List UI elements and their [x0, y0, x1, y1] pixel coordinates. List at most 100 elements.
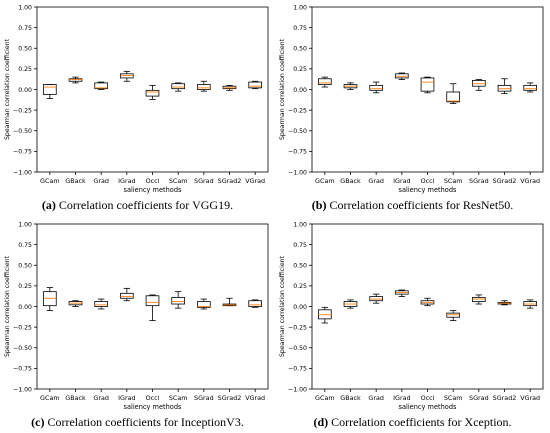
x-tick-label: VGrad: [245, 177, 265, 185]
box-VGrad: [248, 80, 262, 90]
box-body: [318, 78, 332, 85]
box-body: [248, 81, 262, 89]
box-GBack: [343, 299, 358, 309]
box-SGrad2: [497, 300, 512, 306]
box-GCam: [318, 306, 332, 324]
box-GBack: [68, 300, 83, 307]
chart-svg: 1.00 0.75 0.50 0.25 0.00 −0.25 −0.50 −0.75 −1.00…: [279, 4, 544, 194]
y-tick-label: −0.50: [13, 345, 32, 352]
y-tick-label: 0.50: [18, 46, 32, 53]
box-body: [145, 295, 160, 307]
box-SCam: [446, 83, 460, 104]
box-GCam: [43, 84, 57, 99]
y-tick-label: 0.75: [293, 25, 307, 32]
chart-svg: 1.00 0.75 0.50 0.25 0.00 −0.25 −0.50 −0.75 −1.00…: [4, 4, 269, 194]
box-body: [94, 301, 108, 307]
x-tick-label: GCam: [315, 394, 335, 402]
y-axis-label: Spearman correlation coefficient: [279, 255, 286, 357]
y-tick-label: 1.00: [293, 4, 307, 11]
x-tick-label: GCam: [40, 394, 60, 402]
caption-tag: (c): [31, 415, 45, 429]
box-body: [369, 84, 383, 91]
chart-svg: 1.00 0.75 0.50 0.25 0.00 −0.25 −0.50 −0.75 −1.00…: [4, 221, 269, 411]
x-tick-label: Occl: [421, 394, 435, 402]
chart-panel-inceptionv3: 1.00 0.75 0.50 0.25 0.00 −0.25 −0.50 −0.75 −1.00…: [0, 217, 275, 433]
x-tick-label: SGrad2: [218, 394, 242, 402]
y-tick-label: −0.75: [288, 149, 307, 156]
y-tick-label: 0.00: [293, 304, 307, 311]
box-body: [523, 84, 537, 91]
x-tick-label: GBack: [65, 177, 86, 185]
box-SCam: [171, 291, 185, 309]
box-Grad: [369, 81, 383, 94]
box-GCam: [43, 287, 57, 312]
chart-caption: (a) Correlation coefficients for VGG19.: [0, 198, 275, 213]
x-tick-label: GBack: [65, 394, 86, 402]
box-Occl: [420, 76, 435, 94]
y-tick-label: 0.50: [293, 46, 307, 53]
chart-caption: (c) Correlation coefficients for Incepti…: [0, 415, 275, 430]
y-tick-label: −0.25: [13, 324, 32, 331]
x-tick-label: SCam: [444, 177, 463, 185]
y-tick-label: −1.00: [288, 386, 307, 393]
y-tick-label: 0.25: [18, 66, 32, 73]
y-tick-label: 0.50: [18, 263, 32, 270]
chart-panel-resnet50: 1.00 0.75 0.50 0.25 0.00 −0.25 −0.50 −0.75 −1.00…: [275, 0, 550, 216]
y-tick-label: 0.75: [18, 242, 32, 249]
x-tick-label: IGrad: [393, 394, 410, 402]
axes-frame: [311, 6, 544, 173]
chart-caption: (b) Correlation coefficients for ResNet5…: [275, 198, 550, 213]
box-body: [145, 89, 160, 97]
y-tick-label: 0.75: [18, 25, 32, 32]
x-axis-label: saliency methods: [124, 186, 182, 194]
box-Occl: [420, 297, 435, 307]
x-tick-label: SGrad2: [493, 177, 517, 185]
box-SCam: [446, 310, 460, 321]
box-Grad: [94, 81, 108, 90]
x-tick-label: GBack: [340, 394, 361, 402]
box-Grad: [94, 298, 108, 310]
x-tick-label: Grad: [368, 177, 384, 185]
y-tick-label: −0.75: [288, 366, 307, 373]
x-tick-label: GCam: [40, 177, 60, 185]
chart-panel-xception: 1.00 0.75 0.50 0.25 0.00 −0.25 −0.50 −0.75 −1.00…: [275, 217, 550, 433]
box-body: [171, 83, 185, 90]
x-tick-label: Occl: [421, 177, 435, 185]
box-body: [120, 292, 134, 299]
y-tick-label: −0.25: [288, 324, 307, 331]
box-body: [197, 301, 211, 308]
caption-text: Correlation coefficients for VGG19.: [58, 198, 234, 212]
box-Grad: [369, 293, 383, 304]
box-IGrad: [395, 72, 409, 80]
box-SGrad2: [222, 84, 237, 91]
box-SGrad2: [222, 297, 237, 307]
y-tick-label: −0.75: [13, 149, 32, 156]
box-body: [171, 297, 185, 305]
x-tick-label: SGrad: [194, 394, 214, 402]
box-SGrad: [197, 80, 211, 92]
y-tick-label: 0.25: [293, 66, 307, 73]
x-tick-label: GBack: [340, 177, 361, 185]
box-body: [248, 300, 262, 307]
y-axis-label: Spearman correlation coefficient: [279, 38, 286, 140]
x-tick-label: VGrad: [245, 394, 265, 402]
y-tick-label: −0.25: [288, 107, 307, 114]
x-tick-label: GCam: [315, 177, 335, 185]
x-tick-label: VGrad: [520, 394, 540, 402]
box-GBack: [68, 76, 83, 84]
box-GCam: [318, 76, 332, 88]
y-axis-label: Spearman correlation coefficient: [4, 255, 11, 357]
y-tick-label: −0.50: [13, 128, 32, 135]
x-tick-label: Grad: [368, 394, 384, 402]
box-body: [94, 82, 108, 90]
x-tick-label: SCam: [444, 394, 463, 402]
box-body: [43, 84, 57, 95]
box-body: [420, 77, 435, 92]
box-VGrad: [523, 299, 537, 309]
chart-panel-vgg19: 1.00 0.75 0.50 0.25 0.00 −0.25 −0.50 −0.75 −1.00…: [0, 0, 275, 216]
y-tick-label: 0.00: [293, 87, 307, 94]
x-tick-label: SGrad: [194, 177, 214, 185]
y-tick-label: 0.00: [18, 87, 32, 94]
x-tick-label: VGrad: [520, 177, 540, 185]
y-tick-label: 0.00: [18, 304, 32, 311]
